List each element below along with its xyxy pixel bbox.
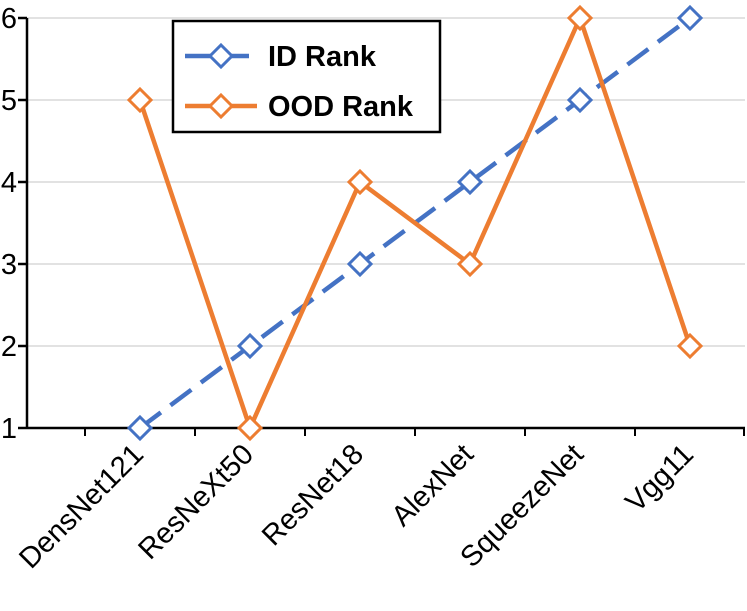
point-id-rank-alexnet (456, 168, 484, 196)
point-ood-rank-alexnet (456, 250, 484, 278)
y-tick-label-2: 2 (1, 331, 17, 363)
point-ood-rank-squeezenet (566, 4, 594, 32)
point-ood-rank-densnet121 (126, 86, 154, 114)
x-tick-label-alexnet: AlexNet (386, 438, 480, 532)
y-tick-label-6: 6 (1, 3, 17, 35)
legend-marker-ood-rank (207, 92, 235, 120)
y-tick-label-1: 1 (1, 413, 17, 445)
point-id-rank-vgg11 (676, 4, 704, 32)
y-tick-label-4: 4 (1, 167, 17, 199)
legend-label-id-rank: ID Rank (268, 41, 377, 73)
point-id-rank-densnet121 (126, 414, 154, 442)
point-ood-rank-vgg11 (676, 332, 704, 360)
point-id-rank-squeezenet (566, 86, 594, 114)
series-lines (126, 4, 704, 442)
y-tick-label-5: 5 (1, 85, 17, 117)
x-tick-label-vgg11: Vgg11 (620, 438, 700, 518)
y-tick-label-3: 3 (1, 249, 17, 281)
x-tick-label-densnet121: DensNet121 (13, 438, 150, 575)
legend: ID Rank OOD Rank (171, 19, 442, 134)
point-id-rank-resnet18 (346, 250, 374, 278)
legend-label-ood-rank: OOD Rank (268, 91, 414, 123)
point-id-rank-resnext50 (236, 332, 264, 360)
x-tick-label-resnet18: ResNet18 (256, 438, 370, 552)
series-line-ood-rank (137, 15, 693, 431)
legend-marker-id-rank (207, 42, 235, 70)
legend-box (171, 19, 442, 134)
point-ood-rank-resnet18 (346, 168, 374, 196)
point-ood-rank-resnext50 (236, 414, 264, 442)
x-tick-label-resnext50: ResNeXt50 (132, 438, 260, 566)
y-tick-labels: 1 2 3 4 5 6 (1, 3, 17, 445)
